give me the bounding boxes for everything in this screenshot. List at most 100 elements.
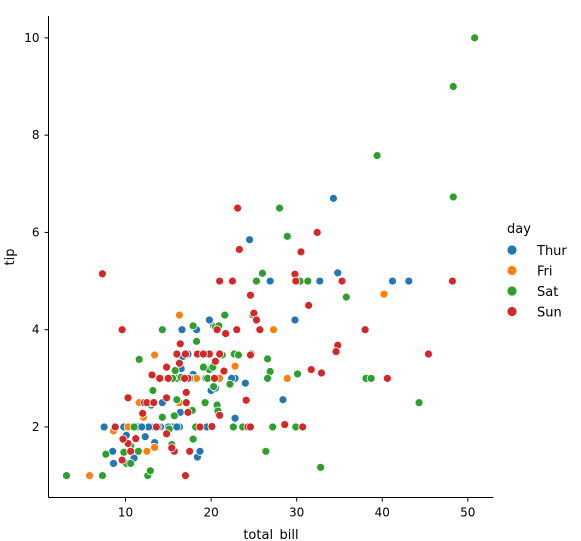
data-point <box>448 276 457 286</box>
data-point <box>337 276 347 286</box>
data-point <box>126 446 136 456</box>
data-point <box>172 422 182 432</box>
y-axis-label: tip <box>3 249 18 266</box>
data-point <box>142 446 152 456</box>
data-point <box>99 422 109 432</box>
data-point <box>162 393 171 403</box>
points-layer <box>62 33 480 481</box>
data-point <box>360 325 370 335</box>
data-point <box>181 388 191 397</box>
data-point <box>150 443 160 452</box>
data-point <box>198 349 208 359</box>
data-point <box>181 471 190 481</box>
series-sat <box>62 33 480 481</box>
data-point <box>252 276 261 286</box>
data-point <box>306 365 316 374</box>
y-tick-label: 10 <box>24 31 39 45</box>
data-point <box>252 315 261 325</box>
data-point <box>290 315 300 325</box>
legend-marker <box>506 306 518 317</box>
data-point <box>228 276 237 286</box>
data-point <box>204 315 214 325</box>
legend-item-sun: Sun <box>506 306 562 321</box>
legend-marker <box>506 244 518 256</box>
data-point <box>312 228 322 237</box>
data-point <box>198 362 208 372</box>
data-point <box>210 356 220 366</box>
data-point <box>329 193 338 203</box>
data-point <box>234 350 243 360</box>
data-point <box>151 422 161 432</box>
data-point <box>181 398 191 408</box>
data-point <box>157 325 167 335</box>
x-tick-label: 20 <box>203 506 218 520</box>
data-point <box>317 368 326 378</box>
x-tick-label: 50 <box>460 506 475 520</box>
data-point <box>133 446 143 456</box>
data-point <box>210 373 219 383</box>
data-point <box>341 292 351 302</box>
y-tick-label: 8 <box>32 128 40 142</box>
data-point <box>414 398 424 408</box>
data-point <box>263 354 272 364</box>
data-point <box>234 245 244 254</box>
data-point <box>140 432 150 442</box>
data-point <box>220 310 230 320</box>
legend-marker <box>506 265 518 276</box>
data-point <box>175 310 184 320</box>
data-point <box>172 349 182 359</box>
data-point <box>293 369 302 379</box>
data-point <box>167 443 177 453</box>
data-point <box>200 398 210 408</box>
data-point <box>291 276 301 286</box>
legend-label: Sun <box>537 306 562 321</box>
x-tick-label: 40 <box>375 506 390 520</box>
data-point <box>109 459 118 468</box>
axes: 10 20 30 40 50 2 4 6 8 10 <box>24 16 494 520</box>
data-point <box>232 325 242 335</box>
data-point <box>382 373 392 383</box>
legend-item-thur: Thur <box>506 244 567 259</box>
data-point <box>404 276 414 286</box>
data-point <box>263 373 272 383</box>
data-point <box>134 354 144 364</box>
data-point <box>280 420 290 429</box>
data-point <box>149 398 159 408</box>
data-point <box>245 235 255 245</box>
series-sun <box>98 203 457 481</box>
data-point <box>117 325 127 335</box>
legend-items: Thur Fri Sat Sun <box>506 244 567 321</box>
data-point <box>225 379 235 389</box>
data-point <box>162 429 171 439</box>
data-point <box>98 269 107 279</box>
data-point <box>195 422 205 432</box>
data-point <box>185 446 195 456</box>
data-point <box>296 247 306 257</box>
data-point <box>268 422 278 432</box>
data-point <box>246 290 255 300</box>
data-point <box>372 151 382 160</box>
legend-title: day <box>507 222 531 237</box>
data-point <box>304 300 314 310</box>
data-point <box>255 325 265 335</box>
x-tick-label: 10 <box>118 506 133 520</box>
data-point <box>62 471 71 481</box>
x-ticks: 10 20 30 40 50 <box>118 497 475 520</box>
data-point <box>126 459 136 468</box>
data-point <box>98 471 107 481</box>
data-point <box>177 325 187 335</box>
data-point <box>261 446 271 456</box>
data-point <box>209 382 219 392</box>
data-point <box>230 361 240 371</box>
data-point <box>448 82 458 91</box>
data-point <box>183 407 193 417</box>
data-point <box>129 422 139 432</box>
y-tick-label: 4 <box>32 323 40 337</box>
data-point <box>180 373 189 383</box>
legend: day Thur Fri Sat Sun <box>506 222 567 321</box>
x-axis-label: total_bill <box>243 528 298 541</box>
data-point <box>195 446 205 456</box>
y-tick-label: 6 <box>32 225 40 239</box>
data-point <box>246 350 255 360</box>
